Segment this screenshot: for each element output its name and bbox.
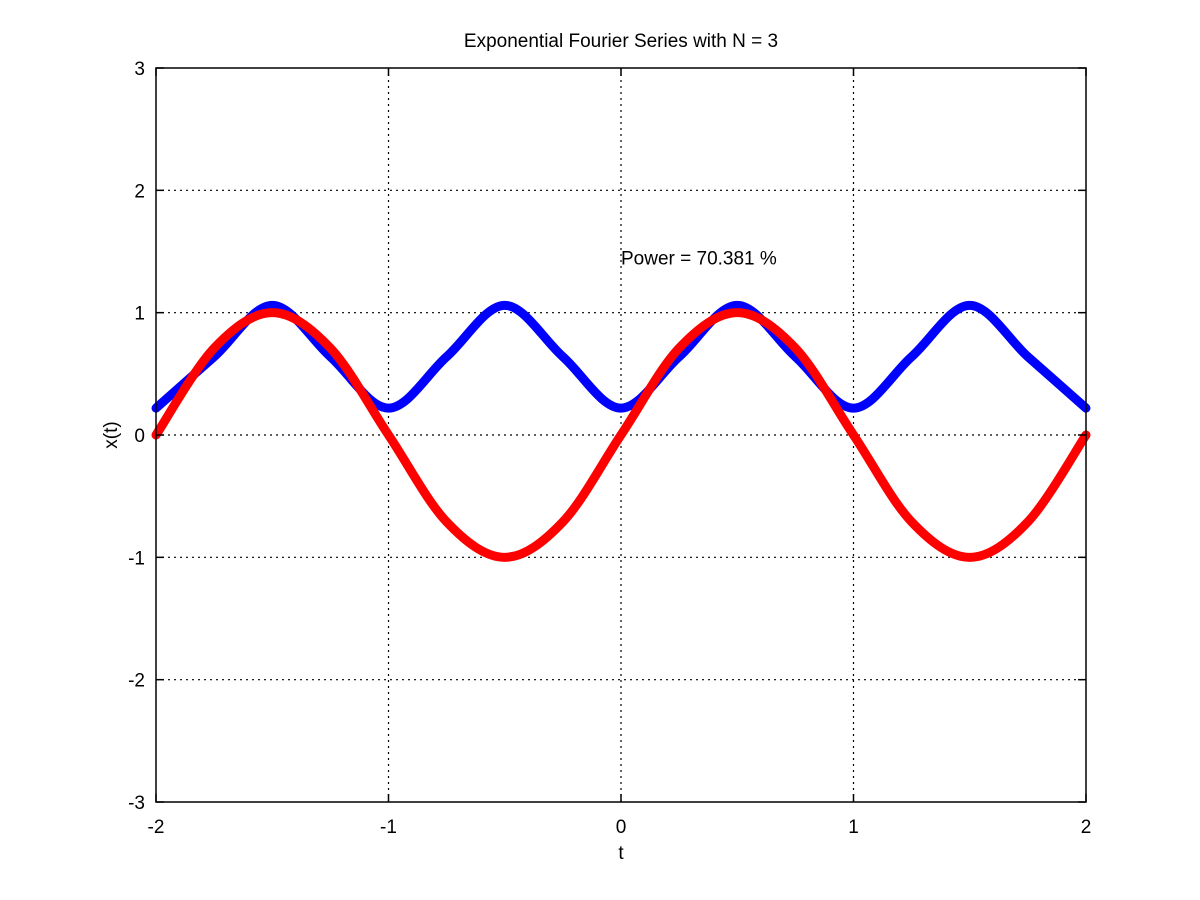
x-tick-label: 1: [848, 817, 859, 838]
power-annotation: Power = 70.381 %: [621, 249, 777, 270]
x-tick-label: -1: [380, 817, 397, 838]
original-signal-line: [151, 308, 1091, 562]
x-tick-label: 0: [616, 817, 627, 838]
x-axis-label: t: [618, 843, 624, 864]
tick-marks: [155, 67, 1087, 803]
y-tick-label: -1: [128, 548, 145, 569]
x-tick-label: 2: [1081, 817, 1092, 838]
y-tick-label: -2: [128, 671, 145, 692]
plot-series: [151, 300, 1091, 562]
fourier-approximation-line: [151, 300, 1091, 413]
y-axis-label: x(t): [101, 421, 122, 448]
y-tick-label: 1: [134, 304, 145, 325]
y-tick-label: 2: [134, 181, 145, 202]
chart-title: Exponential Fourier Series with N = 3: [464, 31, 778, 52]
y-tick-label: -3: [128, 793, 145, 814]
y-tick-label: 3: [134, 59, 145, 80]
y-tick-label: 0: [134, 426, 145, 447]
x-tick-label: -2: [148, 817, 165, 838]
